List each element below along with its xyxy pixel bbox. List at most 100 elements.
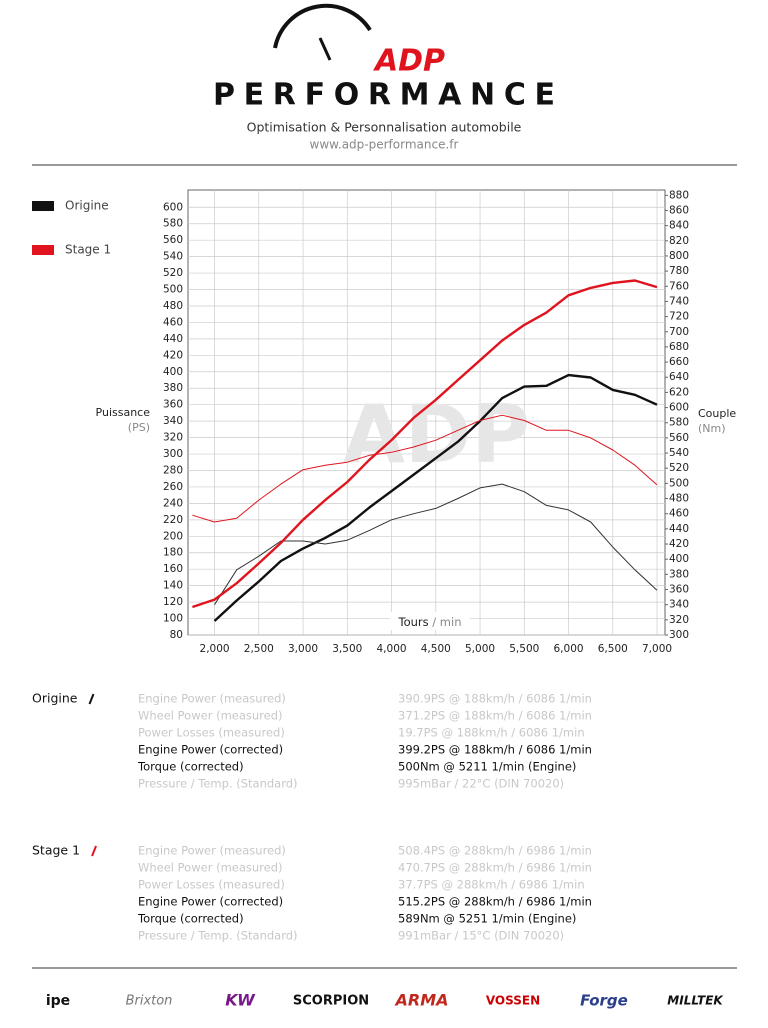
y2-tick-label: 820 [669,235,689,247]
series-line [213,373,658,622]
y2-tick-label: 360 [669,584,689,596]
y2-tick-label: 540 [669,447,689,459]
result-label: Wheel Power (measured) [138,861,283,875]
y-tick-label: 220 [163,514,183,526]
y2-tick-label: 500 [669,477,689,489]
x-tick-label: 3,000 [288,643,318,655]
result-label: Engine Power (corrected) [138,895,283,909]
brand: ADP [373,44,445,79]
result-value: 515.2PS @ 288km/h / 6986 1/min [398,895,592,909]
result-label: Power Losses (measured) [138,878,285,892]
sponsor-logo: SCORPION [293,994,369,1009]
y-tick-label: 200 [163,530,183,542]
result-value: 991mBar / 15°C (DIN 70020) [398,929,564,943]
y2-tick-label: 620 [669,386,689,398]
y-tick-label: 160 [163,563,183,575]
results: Origine Engine Power (measured) 390.9PS @ … [32,691,592,943]
y2-unit: (Nm) [698,422,726,435]
y-unit: (PS) [128,421,150,434]
y2-tick-label: 880 [669,189,689,201]
y-tick-label: 360 [163,399,183,411]
result-label: Engine Power (corrected) [138,743,283,757]
y-tick-label: 180 [163,547,183,559]
x-label-unit: / min [432,615,461,629]
result-label: Torque (corrected) [137,760,244,774]
section-title: Origine [32,691,78,706]
sponsor-logo: KW [225,991,256,1010]
x-tick-label: 4,500 [421,643,451,655]
sponsor-logo: VOSSEN [486,994,540,1008]
watermark: ADP [343,388,530,481]
y-tick-label: 600 [163,201,183,213]
tagline: Optimisation & Personnalisation automobi… [247,120,522,135]
y2-tick-label: 840 [669,220,689,232]
y2-tick-label: 740 [669,295,689,307]
result-value: 399.2PS @ 188km/h / 6086 1/min [398,743,592,757]
y2-tick-label: 300 [669,629,689,641]
y2-tick-label: 660 [669,356,689,368]
section-title: Stage 1 [32,843,80,858]
y2-tick-label: 860 [669,204,689,216]
y-tick-label: 500 [163,284,183,296]
y2-tick-label: 560 [669,432,689,444]
section-mark [88,693,95,705]
result-value: 390.9PS @ 188km/h / 6086 1/min [398,692,592,706]
y2-tick-label: 800 [669,250,689,262]
y-tick-label: 460 [163,316,183,328]
y-tick-label: 100 [163,613,183,625]
result-value: 371.2PS @ 188km/h / 6086 1/min [398,709,592,723]
x-tick-label: 3,500 [332,643,362,655]
y-tick-label: 240 [163,497,183,509]
x-tick-label: 5,500 [509,643,539,655]
y2-tick-label: 780 [669,265,689,277]
y-tick-label: 300 [163,448,183,460]
y-tick-label: 140 [163,580,183,592]
sponsor-logo: MILLTEK [667,994,724,1008]
legend-label: Stage 1 [65,243,111,257]
y2-tick-label: 700 [669,326,689,338]
logo-needle [318,37,332,61]
result-label: Pressure / Temp. (Standard) [138,777,298,791]
y-tick-label: 560 [163,234,183,246]
result-value: 19.7PS @ 188km/h / 6086 1/min [398,726,585,740]
y2-label: Couple [698,407,736,420]
result-label: Power Losses (measured) [138,726,285,740]
result-label: Wheel Power (measured) [138,709,283,723]
plot-area [187,189,666,636]
result-value: 470.7PS @ 288km/h / 6986 1/min [398,861,592,875]
y2-tick-label: 420 [669,538,689,550]
y-tick-label: 380 [163,382,183,394]
logo-arc [273,3,372,49]
x-tick-label: 5,000 [465,643,495,655]
y2-tick-label: 600 [669,402,689,414]
y2-tick-label: 720 [669,311,689,323]
y-tick-label: 280 [163,464,183,476]
x-tick-label: 2,000 [200,643,230,655]
result-label: Engine Power (measured) [138,692,286,706]
series-line [214,483,658,605]
y-tick-label: 520 [163,267,183,279]
x-tick-label: 2,500 [244,643,274,655]
y2-tick-label: 400 [669,553,689,565]
series-line [192,279,658,609]
y-tick-label: 260 [163,481,183,493]
url: www.adp-performance.fr [310,138,459,152]
chart: 80 100 120 140 160 180 200 220 240 260 280 300 320 34… [32,189,736,655]
y2-tick-label: 320 [669,614,689,626]
y2-tick-label: 580 [669,417,689,429]
y2-tick-label: 380 [669,568,689,580]
result-value: 37.7PS @ 288km/h / 6986 1/min [398,878,585,892]
sponsor-logo: Brixton [126,994,173,1009]
y2-tick-label: 460 [669,508,689,520]
y2-tick-label: 680 [669,341,689,353]
section-mark [91,845,97,857]
y-tick-label: 480 [163,300,183,312]
result-label: Pressure / Temp. (Standard) [138,929,298,943]
y2-tick-label: 520 [669,462,689,474]
x-tick-label: 7,000 [642,643,672,655]
y2-tick-label: 760 [669,280,689,292]
y-tick-label: 400 [163,366,183,378]
y-tick-label: 80 [170,629,183,641]
x-label-box [390,612,470,630]
x-label-text: Tours [398,615,429,629]
